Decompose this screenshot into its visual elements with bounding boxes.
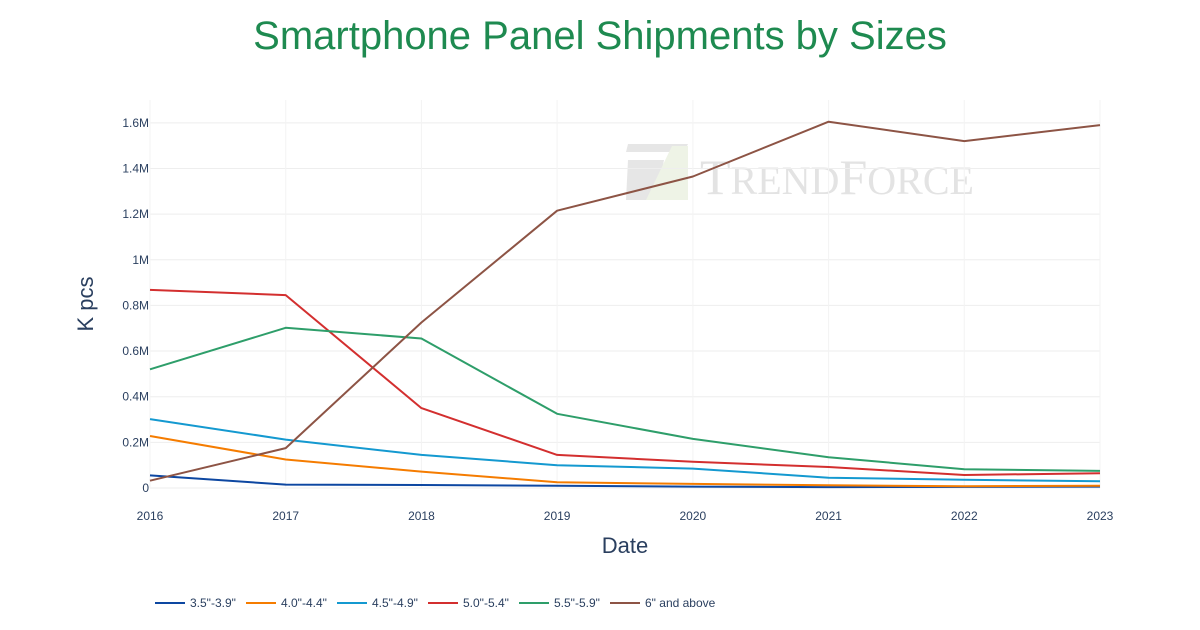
legend-item-6[interactable]: 6" and above: [610, 596, 716, 610]
series-line-2[interactable]: [149, 435, 1101, 488]
x-tick-label: 2022: [951, 509, 978, 523]
legend-item-2[interactable]: 4.0"-4.4": [246, 596, 327, 610]
legend-label: 6" and above: [645, 596, 716, 610]
x-tick-label: 2017: [272, 509, 299, 523]
legend-label: 4.5"-4.9": [372, 596, 418, 610]
series-line-3[interactable]: [149, 418, 1101, 483]
legend-label: 4.0"-4.4": [281, 596, 327, 610]
y-tick-label: 1.2M: [122, 207, 149, 221]
chart-title: Smartphone Panel Shipments by Sizes: [253, 14, 947, 58]
series-line-4[interactable]: [149, 288, 1101, 476]
y-tick-label: 0.8M: [122, 298, 149, 312]
legend: 3.5"-3.9" 4.0"-4.4" 4.5"-4.9" 5.0"-5.4" 5.5"…: [155, 596, 716, 610]
legend-label: 5.0"-5.4": [463, 596, 509, 610]
legend-label: 5.5"-5.9": [554, 596, 600, 610]
legend-item-4[interactable]: 5.0"-5.4": [428, 596, 509, 610]
grid: [149, 100, 1101, 489]
legend-item-1[interactable]: 3.5"-3.9": [155, 596, 236, 610]
trendforce-watermark: TRENDFORCE: [626, 144, 974, 205]
y-tick-label: 1.6M: [122, 116, 149, 130]
legend-item-5[interactable]: 5.5"-5.9": [519, 596, 600, 610]
y-axis-title: K pcs: [73, 276, 98, 331]
y-tick-label: 0.2M: [122, 435, 149, 449]
legend-label: 3.5"-3.9": [190, 596, 236, 610]
y-tick-label: 1M: [132, 253, 149, 267]
y-tick-label: 0.4M: [122, 390, 149, 404]
y-tick-label: 0: [142, 481, 149, 495]
x-tick-label: 2021: [815, 509, 842, 523]
x-tick-label: 2020: [680, 509, 707, 523]
watermark-text: TRENDFORCE: [700, 149, 974, 205]
series-line-6[interactable]: [149, 120, 1101, 482]
y-tick-label: 1.4M: [122, 161, 149, 175]
x-tick-label: 2016: [137, 509, 164, 523]
x-tick-label: 2018: [408, 509, 435, 523]
series-line-5[interactable]: [149, 326, 1101, 472]
x-tick-label: 2019: [544, 509, 571, 523]
legend-item-3[interactable]: 4.5"-4.9": [337, 596, 418, 610]
x-tick-label: 2023: [1087, 509, 1114, 523]
x-axis-title: Date: [602, 533, 648, 558]
y-tick-label: 0.6M: [122, 344, 149, 358]
